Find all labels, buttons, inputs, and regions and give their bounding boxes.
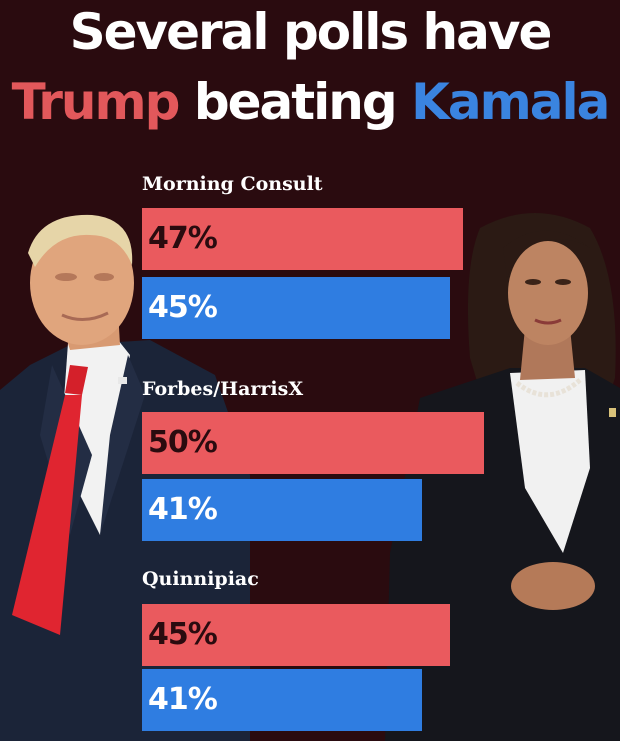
- poll-label-quinnipiac: Quinnipiac: [142, 568, 259, 590]
- bar-kamala-quinnipiac: 41%: [142, 669, 422, 731]
- chart-title-line-2: Trump beating Kamala: [0, 72, 620, 132]
- bar-value-label: 41%: [148, 492, 218, 527]
- title-trump: Trump: [11, 73, 181, 131]
- bar-value-label: 47%: [148, 221, 218, 256]
- bar-trump-quinnipiac: 45%: [142, 604, 450, 666]
- bar-value-label: 45%: [148, 290, 218, 325]
- bar-trump-morning-consult: 47%: [142, 208, 463, 270]
- bar-kamala-morning-consult: 45%: [142, 277, 450, 339]
- title-kamala: Kamala: [411, 73, 610, 131]
- poll-label-morning-consult: Morning Consult: [142, 173, 323, 195]
- bar-value-label: 41%: [148, 682, 218, 717]
- bar-kamala-forbes-harrisx: 41%: [142, 479, 422, 541]
- bar-trump-forbes-harrisx: 50%: [142, 412, 484, 474]
- bar-value-label: 50%: [148, 425, 218, 460]
- chart-title-line-1: Several polls have: [69, 3, 553, 61]
- bar-value-label: 45%: [148, 617, 218, 652]
- title-beating: beating: [193, 73, 398, 131]
- poll-label-forbes-harrisx: Forbes/HarrisX: [142, 378, 304, 400]
